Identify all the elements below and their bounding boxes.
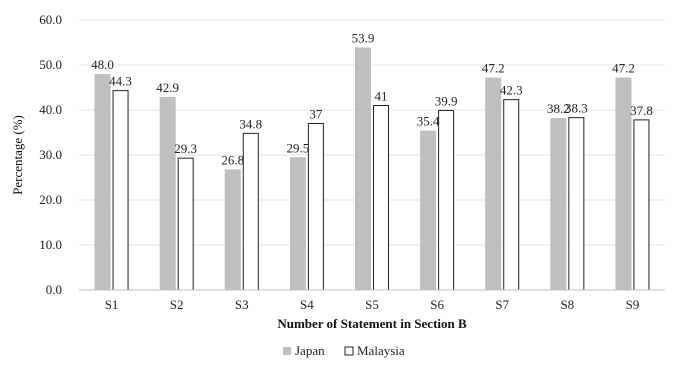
bar-japan (420, 130, 437, 290)
data-label-japan: 35.4 (417, 114, 440, 129)
legend-swatch-japan (283, 347, 291, 355)
bar-japan (615, 77, 632, 290)
bar-japan (355, 47, 371, 291)
bar-japan (159, 96, 176, 290)
data-label-malaysia: 41 (375, 89, 388, 104)
legend-label-japan: Japan (295, 343, 325, 358)
y-tick-label: 40.0 (39, 102, 62, 117)
y-tick-label: 20.0 (39, 192, 62, 207)
legend: Japan Malaysia (283, 343, 405, 358)
y-tick-label: 50.0 (39, 57, 62, 72)
data-label-malaysia: 44.3 (109, 74, 132, 89)
data-label-japan: 48.0 (91, 57, 114, 72)
data-label-japan: 42.9 (156, 80, 179, 95)
data-labels: 48.0 44.3 42.9 29.3 26.8 34.8 29.5 37 53.9 41 35.4… (91, 30, 653, 167)
data-label-malaysia: 42.3 (500, 83, 523, 98)
bar-malaysia (242, 132, 259, 291)
bar-malaysia (503, 99, 520, 291)
y-tick-label: 60.0 (39, 12, 62, 27)
x-tick-label: S8 (560, 297, 574, 312)
y-tick-label: 10.0 (39, 237, 62, 252)
data-label-japan: 29.5 (287, 140, 310, 155)
x-tick-label: S3 (235, 297, 249, 312)
data-label-malaysia: 39.9 (435, 93, 458, 108)
x-tick-label: S2 (170, 297, 184, 312)
legend-swatch-malaysia (344, 346, 354, 356)
data-label-japan: 47.2 (482, 61, 505, 76)
bar-malaysia (438, 109, 455, 291)
data-label-malaysia: 34.8 (239, 116, 262, 131)
data-label-malaysia: 37.8 (630, 103, 653, 118)
data-label-malaysia: 29.3 (174, 141, 197, 156)
data-label-malaysia: 37 (309, 107, 323, 122)
x-tick-label: S5 (365, 297, 379, 312)
x-tick-label: S9 (626, 297, 640, 312)
x-tick-label: S6 (430, 297, 444, 312)
bar-malaysia (307, 123, 324, 291)
bar-malaysia (112, 90, 129, 291)
bar-malaysia (373, 105, 389, 291)
data-label-japan: 26.8 (221, 152, 244, 167)
bars (94, 47, 650, 291)
y-tick-label: 0.0 (46, 282, 62, 297)
y-axis-title: Percentage (%) (10, 115, 25, 195)
x-tick-label: S4 (300, 297, 314, 312)
bar-malaysia (568, 117, 585, 291)
data-label-malaysia: 38.3 (565, 101, 588, 116)
data-label-japan: 38.2 (547, 101, 570, 116)
legend-label-malaysia: Malaysia (357, 343, 405, 358)
data-label-japan: 53.9 (352, 30, 375, 45)
bar-japan (550, 118, 567, 290)
bar-japan (485, 77, 502, 290)
bar-malaysia (633, 119, 650, 291)
y-tick-label: 30.0 (39, 147, 62, 162)
x-axis-ticks: S1 S2 S3 S4 S5 S6 S7 S8 S9 (105, 297, 640, 312)
x-tick-label: S7 (495, 297, 509, 312)
x-axis-title: Number of Statement in Section B (277, 316, 467, 331)
gridlines (79, 19, 665, 246)
y-axis-ticks: 0.0 10.0 20.0 30.0 40.0 50.0 60.0 (39, 12, 62, 297)
bar-japan (289, 157, 306, 290)
bar-malaysia (177, 157, 194, 291)
bar-japan (94, 74, 111, 290)
bar-japan (224, 169, 241, 290)
x-tick-label: S1 (105, 297, 119, 312)
data-label-japan: 47.2 (612, 61, 635, 76)
